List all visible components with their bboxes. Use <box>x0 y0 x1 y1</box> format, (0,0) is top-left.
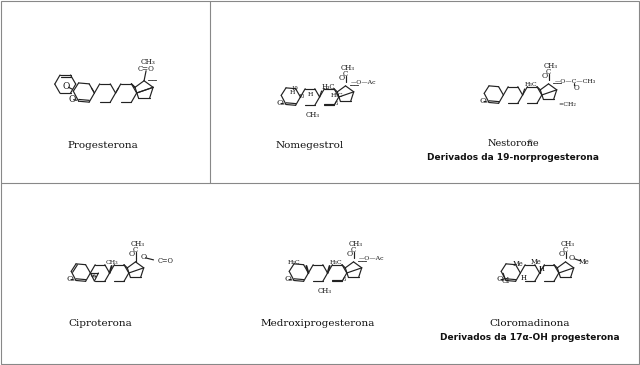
Text: Cloromadinona: Cloromadinona <box>490 319 570 327</box>
Text: O: O <box>559 250 564 258</box>
Text: H: H <box>290 91 295 96</box>
Text: 19: 19 <box>291 87 298 92</box>
Text: —O—Ac: —O—Ac <box>358 256 384 261</box>
Text: H₃C: H₃C <box>525 82 537 88</box>
Text: O: O <box>573 84 579 92</box>
Text: O: O <box>497 276 504 284</box>
Text: Progesterona: Progesterona <box>68 141 138 150</box>
Text: Me: Me <box>579 258 590 266</box>
Text: O: O <box>276 100 284 107</box>
Text: 6: 6 <box>342 277 346 282</box>
Text: =CH₂: =CH₂ <box>559 102 577 107</box>
Text: H₃C: H₃C <box>331 93 344 98</box>
Text: CH₃: CH₃ <box>349 240 362 248</box>
Text: C=O: C=O <box>157 257 173 265</box>
Text: O: O <box>285 276 291 284</box>
Text: C: C <box>343 70 348 78</box>
Text: CH₃: CH₃ <box>141 58 156 66</box>
Text: H₃C: H₃C <box>330 260 342 265</box>
Text: Me: Me <box>530 258 541 266</box>
Text: C: C <box>546 68 551 76</box>
Text: O: O <box>140 253 147 261</box>
Text: Derivados da 19-norprogesterona: Derivados da 19-norprogesterona <box>427 154 599 162</box>
Text: H: H <box>307 92 313 97</box>
Text: O: O <box>129 250 134 258</box>
Text: Nestorone: Nestorone <box>487 138 539 147</box>
Text: Cl: Cl <box>501 277 509 285</box>
Text: 6: 6 <box>334 101 338 106</box>
Text: Medroxiprogesterona: Medroxiprogesterona <box>261 319 375 327</box>
Text: ®: ® <box>526 141 532 146</box>
Text: Me: Me <box>513 260 524 268</box>
Text: C=O: C=O <box>138 65 154 73</box>
Text: CH₃: CH₃ <box>543 62 557 70</box>
Text: C: C <box>133 246 138 254</box>
Text: Ciproterona: Ciproterona <box>68 319 132 327</box>
Text: CH₃: CH₃ <box>340 64 355 72</box>
Text: Nomegestrol: Nomegestrol <box>276 141 344 150</box>
Text: O: O <box>67 276 74 284</box>
Text: O: O <box>69 95 76 104</box>
Text: CH₃: CH₃ <box>561 240 575 248</box>
Text: O: O <box>339 74 344 82</box>
Text: H: H <box>539 265 545 273</box>
Text: CH₃: CH₃ <box>318 287 332 295</box>
Text: C: C <box>351 246 356 254</box>
Text: —O—Ac: —O—Ac <box>351 80 376 85</box>
Text: CH₃: CH₃ <box>131 240 145 248</box>
Text: O: O <box>62 82 70 91</box>
Text: H₃C: H₃C <box>322 83 335 91</box>
Text: C: C <box>563 246 568 254</box>
Text: O: O <box>568 254 575 262</box>
Text: H: H <box>520 274 526 282</box>
Text: CH₃: CH₃ <box>106 260 118 265</box>
Text: 10: 10 <box>298 93 305 99</box>
Text: O: O <box>541 72 548 80</box>
Text: Derivados da 17α-OH progesterona: Derivados da 17α-OH progesterona <box>440 334 620 342</box>
Text: CH₃: CH₃ <box>306 111 320 119</box>
Text: O: O <box>346 250 353 258</box>
Text: —O—C—CH₃: —O—C—CH₃ <box>554 79 596 84</box>
Text: O: O <box>479 97 486 105</box>
Text: H₃C: H₃C <box>288 261 300 265</box>
